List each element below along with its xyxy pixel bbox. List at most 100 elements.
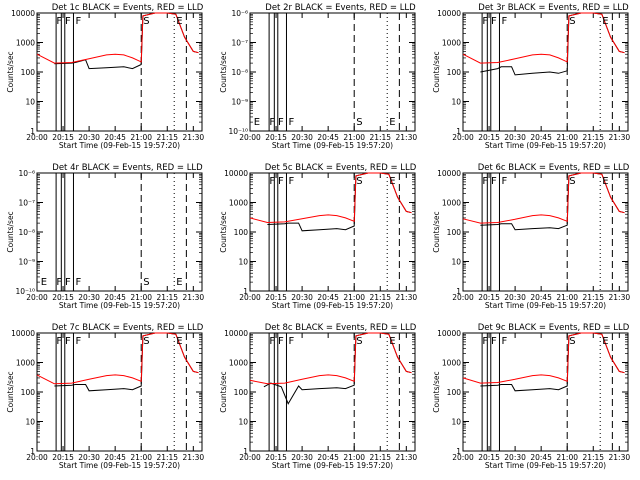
x-axis-label: Start Time (09-Feb-15 19:57:20)	[59, 461, 180, 470]
x-tick-label: 20:00	[452, 133, 474, 142]
panel-title: Det 4r BLACK = Events, RED = LLD	[52, 163, 203, 173]
x-axis-label: Start Time (09-Feb-15 19:57:20)	[485, 461, 606, 470]
y-tick-label: 10000	[437, 9, 461, 18]
event-marker: F	[501, 176, 507, 187]
panel-8: Det 8c BLACK = Events, RED = LLD 1 10 100 10…	[219, 323, 417, 470]
x-tick-label: 20:15	[478, 453, 500, 462]
event-marker: E	[41, 277, 47, 288]
event-marker: F	[278, 336, 284, 347]
y-tick-label: 1000	[16, 39, 35, 48]
y-tick-label: 10⁻⁷	[18, 199, 35, 208]
x-axis-label: Start Time (09-Feb-15 19:57:20)	[59, 141, 180, 150]
panel-1: Det 1c BLACK = Events, RED = LLD 1 10 100 10…	[6, 3, 204, 150]
y-axis-label: Counts/sec	[6, 51, 15, 92]
x-tick-label: 21:30	[183, 133, 205, 142]
y-tick-label: 10000	[11, 329, 35, 338]
x-tick-label: 20:15	[478, 293, 500, 302]
y-axis-label: Counts/sec	[6, 371, 15, 412]
panel-title: Det 7c BLACK = Events, RED = LLD	[52, 323, 204, 333]
x-axis-label: Start Time (09-Feb-15 19:57:20)	[272, 141, 393, 150]
x-axis-label: Start Time (09-Feb-15 19:57:20)	[272, 461, 393, 470]
x-tick-label: 20:45	[104, 293, 126, 302]
y-tick-label: 10⁻¹⁰	[228, 127, 248, 136]
x-tick-label: 20:00	[239, 133, 261, 142]
x-tick-label: 20:30	[504, 133, 526, 142]
x-tick-label: 21:00	[343, 293, 365, 302]
x-tick-label: 20:15	[265, 293, 287, 302]
event-marker: E	[602, 336, 608, 347]
x-tick-label: 21:30	[609, 293, 631, 302]
event-marker: F	[482, 176, 488, 187]
x-tick-label: 20:00	[452, 453, 474, 462]
y-tick-label: 1	[30, 447, 35, 456]
x-tick-label: 20:30	[504, 293, 526, 302]
x-tick-label: 21:00	[130, 133, 152, 142]
x-tick-label: 21:30	[396, 453, 418, 462]
event-marker: E	[389, 117, 395, 128]
x-tick-label: 21:30	[396, 133, 418, 142]
y-tick-label: 1	[30, 127, 35, 136]
event-marker: E	[176, 16, 182, 27]
x-tick-label: 21:15	[369, 133, 391, 142]
x-tick-label: 21:00	[343, 133, 365, 142]
x-tick-label: 21:00	[130, 453, 152, 462]
y-tick-label: 10⁻⁸	[18, 228, 35, 237]
event-marker: S	[569, 336, 575, 347]
y-tick-label: 10	[451, 418, 461, 427]
y-tick-label: 10	[25, 418, 35, 427]
x-tick-label: 20:45	[530, 453, 552, 462]
y-tick-label: 10⁻⁸	[231, 68, 248, 77]
series-line-2	[36, 332, 199, 385]
x-tick-label: 20:45	[317, 453, 339, 462]
x-tick-label: 21:15	[156, 293, 178, 302]
event-marker: F	[278, 176, 284, 187]
event-marker: S	[356, 176, 362, 187]
x-tick-label: 20:15	[52, 133, 74, 142]
event-marker: F	[75, 16, 81, 27]
event-marker: E	[602, 16, 608, 27]
x-tick-label: 21:15	[582, 293, 604, 302]
event-marker: F	[288, 336, 294, 347]
panel-title: Det 1c BLACK = Events, RED = LLD	[52, 3, 204, 13]
y-tick-label: 1	[243, 447, 248, 456]
y-tick-label: 100	[447, 228, 462, 237]
series-line-2	[462, 332, 625, 384]
panel-4: Det 4r BLACK = Events, RED = LLD 10⁻¹⁰ 10⁻…	[6, 163, 204, 310]
x-tick-label: 21:30	[396, 293, 418, 302]
y-tick-label: 1000	[229, 199, 248, 208]
x-tick-label: 20:00	[26, 453, 48, 462]
y-tick-label: 100	[447, 68, 462, 77]
y-tick-label: 1000	[16, 359, 35, 368]
panel-6: Det 6c BLACK = Events, RED = LLD 1 10 100 10…	[432, 163, 630, 310]
event-marker: F	[65, 336, 71, 347]
event-marker: E	[389, 176, 395, 187]
x-tick-label: 20:30	[504, 453, 526, 462]
x-tick-label: 21:15	[369, 453, 391, 462]
panel-title: Det 9c BLACK = Events, RED = LLD	[478, 323, 630, 333]
y-tick-label: 100	[447, 388, 462, 397]
y-tick-label: 1	[243, 287, 248, 296]
x-tick-label: 20:00	[26, 133, 48, 142]
panel-2: Det 2r BLACK = Events, RED = LLD 10⁻¹⁰ 10⁻…	[219, 3, 417, 150]
event-marker: S	[569, 176, 575, 187]
panel-7: Det 7c BLACK = Events, RED = LLD 1 10 100 10…	[6, 323, 204, 470]
x-tick-label: 20:45	[530, 133, 552, 142]
x-tick-label: 21:15	[582, 133, 604, 142]
series-line-2	[462, 172, 625, 224]
x-axis-label: Start Time (09-Feb-15 19:57:20)	[485, 301, 606, 310]
y-tick-label: 100	[21, 68, 36, 77]
x-tick-label: 21:00	[343, 453, 365, 462]
x-tick-label: 21:30	[609, 453, 631, 462]
x-tick-label: 20:15	[265, 133, 287, 142]
x-tick-label: 20:00	[239, 453, 261, 462]
y-tick-label: 10⁻⁹	[18, 258, 35, 267]
x-tick-label: 20:15	[478, 133, 500, 142]
x-tick-label: 21:00	[556, 293, 578, 302]
x-tick-label: 20:30	[291, 293, 313, 302]
y-tick-label: 10000	[437, 329, 461, 338]
event-marker: F	[278, 117, 284, 128]
event-marker: F	[269, 336, 275, 347]
x-tick-label: 20:30	[291, 133, 313, 142]
event-marker: F	[491, 16, 497, 27]
